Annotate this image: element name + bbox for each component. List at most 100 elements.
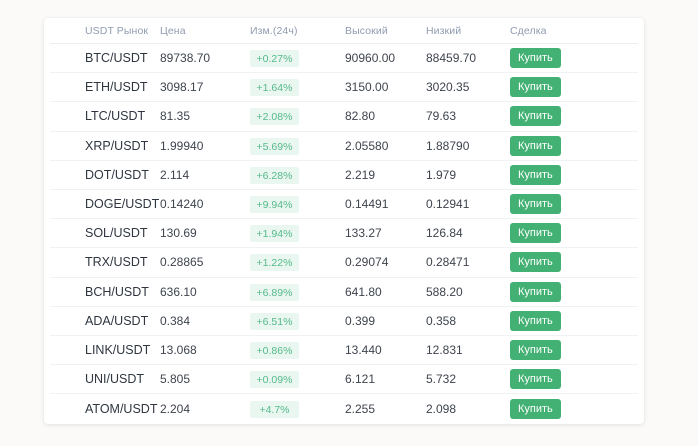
price-value: 0.14240 — [160, 197, 204, 212]
change-badge: +1.22% — [250, 254, 299, 272]
pair-label: BTC/USDT — [85, 51, 148, 66]
pair-label: SOL/USDT — [85, 226, 148, 241]
price-value: 3098.17 — [160, 80, 204, 95]
change-badge: +2.08% — [250, 108, 299, 126]
low-value: 12.831 — [426, 342, 463, 357]
pair-label: ADA/USDT — [85, 313, 149, 328]
pair-label: LINK/USDT — [85, 342, 151, 357]
buy-button[interactable]: Купить — [510, 369, 561, 390]
high-value: 90960.00 — [345, 51, 396, 66]
pair-label: LTC/USDT — [85, 109, 146, 124]
column-header-low: Низкий — [426, 24, 462, 37]
price-value: 89738.70 — [160, 51, 211, 66]
change-badge: +0.09% — [250, 371, 299, 389]
pair-label: UNI/USDT — [85, 372, 145, 387]
change-badge: +6.28% — [250, 166, 299, 184]
change-badge: +1.94% — [250, 225, 299, 243]
change-badge: +1.64% — [250, 79, 299, 97]
table-body: BTC/USDT 89738.70 +0.27% 90960.00 88459.… — [44, 44, 644, 423]
price-value: 636.10 — [160, 284, 197, 299]
column-header-trade: Сделка — [510, 24, 547, 37]
change-badge: +4.7% — [250, 400, 299, 418]
pair-label: BCH/USDT — [85, 284, 149, 299]
pair-label: DOGE/USDT — [85, 197, 160, 212]
high-value: 0.29074 — [345, 255, 389, 270]
high-value: 0.399 — [345, 313, 376, 328]
table-row: ADA/USDT 0.384 +6.51% 0.399 0.358 Купить — [50, 307, 638, 336]
low-value: 88459.70 — [426, 51, 477, 66]
buy-button[interactable]: Купить — [510, 310, 561, 331]
high-value: 641.80 — [345, 284, 382, 299]
low-value: 5.732 — [426, 372, 457, 387]
column-header-high: Высокий — [345, 24, 388, 37]
low-value: 126.84 — [426, 226, 463, 241]
price-value: 0.384 — [160, 313, 191, 328]
high-value: 3150.00 — [345, 80, 389, 95]
price-value: 81.35 — [160, 109, 191, 124]
buy-button[interactable]: Купить — [510, 398, 561, 419]
high-value: 2.05580 — [345, 138, 389, 153]
price-value: 130.69 — [160, 226, 197, 241]
change-badge: +0.27% — [250, 50, 299, 68]
table-row: UNI/USDT 5.805 +0.09% 6.121 5.732 Купить — [50, 365, 638, 395]
buy-button[interactable]: Купить — [510, 48, 561, 69]
pair-label: TRX/USDT — [85, 255, 148, 270]
change-badge: +0.86% — [250, 341, 299, 359]
buy-button[interactable]: Купить — [510, 223, 561, 244]
price-value: 1.99940 — [160, 138, 204, 153]
high-value: 82.80 — [345, 109, 376, 124]
table-row: DOGE/USDT 0.14240 +9.94% 0.14491 0.12941… — [50, 190, 638, 220]
high-value: 13.440 — [345, 342, 382, 357]
column-header-price: Цена — [160, 24, 186, 37]
price-value: 2.114 — [160, 167, 190, 182]
table-row: DOT/USDT 2.114 +6.28% 2.219 1.979 Купить — [50, 161, 638, 190]
pair-label: ETH/USDT — [85, 80, 148, 95]
table-row: SOL/USDT 130.69 +1.94% 133.27 126.84 Куп… — [50, 219, 638, 249]
low-value: 0.28471 — [426, 255, 470, 270]
column-header-change: Изм.(24ч) — [250, 24, 298, 37]
price-value: 13.068 — [160, 342, 197, 357]
high-value: 6.121 — [345, 372, 376, 387]
buy-button[interactable]: Купить — [510, 106, 561, 127]
low-value: 0.358 — [426, 313, 457, 328]
table-row: ETH/USDT 3098.17 +1.64% 3150.00 3020.35 … — [50, 73, 638, 103]
table-row: XRP/USDT 1.99940 +5.69% 2.05580 1.88790 … — [50, 132, 638, 161]
change-badge: +6.89% — [250, 283, 299, 301]
buy-button[interactable]: Купить — [510, 194, 561, 215]
buy-button[interactable]: Купить — [510, 339, 561, 360]
low-value: 588.20 — [426, 284, 463, 299]
change-badge: +5.69% — [250, 137, 299, 155]
high-value: 133.27 — [345, 226, 382, 241]
price-value: 0.28865 — [160, 255, 204, 270]
buy-button[interactable]: Купить — [510, 77, 561, 98]
low-value: 79.63 — [426, 109, 457, 124]
table-row: LINK/USDT 13.068 +0.86% 13.440 12.831 Ку… — [50, 336, 638, 366]
table-row: LTC/USDT 81.35 +2.08% 82.80 79.63 Купить — [50, 102, 638, 132]
buy-button[interactable]: Купить — [510, 281, 561, 302]
high-value: 2.255 — [345, 401, 376, 416]
pair-label: ATOM/USDT — [85, 401, 158, 416]
change-badge: +6.51% — [250, 312, 299, 330]
pair-label: XRP/USDT — [85, 138, 149, 153]
pair-label: DOT/USDT — [85, 167, 149, 182]
column-header-market: USDT Рынок — [85, 24, 149, 37]
price-value: 5.805 — [160, 372, 191, 387]
low-value: 2.098 — [426, 401, 457, 416]
table-row: TRX/USDT 0.28865 +1.22% 0.29074 0.28471 … — [50, 248, 638, 278]
table-header-row: USDT Рынок Цена Изм.(24ч) Высокий Низкий… — [50, 18, 638, 44]
change-badge: +9.94% — [250, 196, 299, 214]
low-value: 1.88790 — [426, 138, 470, 153]
table-row: BCH/USDT 636.10 +6.89% 641.80 588.20 Куп… — [50, 278, 638, 307]
table-row: BTC/USDT 89738.70 +0.27% 90960.00 88459.… — [50, 44, 638, 74]
market-table-card: USDT Рынок Цена Изм.(24ч) Высокий Низкий… — [44, 18, 644, 424]
high-value: 2.219 — [345, 167, 376, 182]
low-value: 1.979 — [426, 167, 457, 182]
buy-button[interactable]: Купить — [510, 135, 561, 156]
high-value: 0.14491 — [345, 197, 389, 212]
buy-button[interactable]: Купить — [510, 252, 561, 273]
low-value: 3020.35 — [426, 80, 470, 95]
low-value: 0.12941 — [426, 197, 470, 212]
table-row: ATOM/USDT 2.204 +4.7% 2.255 2.098 Купить — [50, 394, 638, 423]
price-value: 2.204 — [160, 401, 191, 416]
buy-button[interactable]: Купить — [510, 164, 561, 185]
